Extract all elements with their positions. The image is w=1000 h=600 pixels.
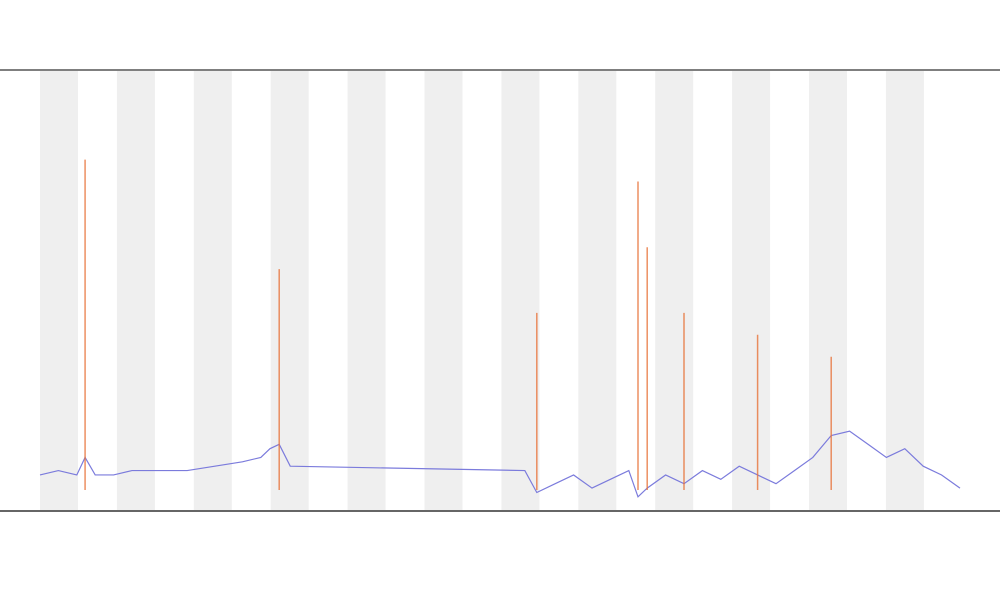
band [116, 71, 155, 510]
background-bands [40, 71, 924, 510]
series-line [39, 430, 961, 498]
band [809, 71, 847, 510]
band [885, 71, 924, 510]
band [347, 71, 386, 510]
band [655, 71, 694, 510]
band [424, 71, 463, 510]
band [40, 71, 78, 510]
band [270, 71, 309, 510]
band [578, 71, 617, 510]
band [732, 71, 771, 510]
band [193, 71, 232, 510]
band [501, 71, 540, 510]
